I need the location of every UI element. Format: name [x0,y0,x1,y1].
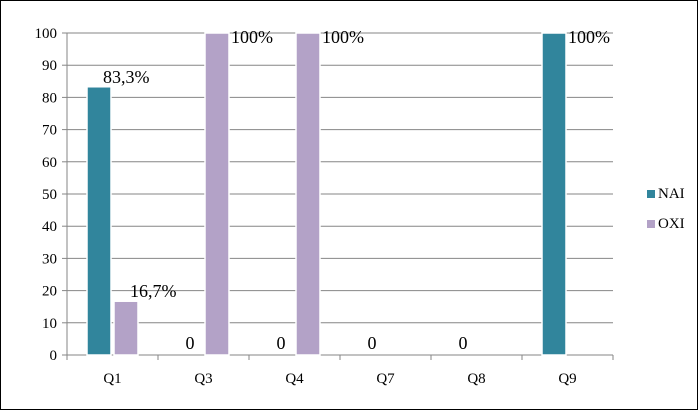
bar-oxi-q4 [295,32,321,356]
y-tick-label: 20 [42,284,57,300]
data-label-nai-q7: 0 [368,333,377,353]
x-tick-label-q8: Q8 [467,371,485,387]
x-tick-label-q4: Q4 [285,371,304,387]
legend-label-nai: NAI [658,186,685,202]
data-label-nai-q9: 100% [568,27,610,47]
x-tick-label-q3: Q3 [194,371,212,387]
y-tick-label: 40 [42,219,57,235]
y-tick-label: 10 [42,316,57,332]
bar-oxi-q3 [204,32,230,356]
y-tick-label: 60 [42,155,57,171]
data-label-nai-q1: 83,3% [103,67,150,87]
x-tick-label-q9: Q9 [558,371,576,387]
bar-nai-q1 [86,86,112,356]
x-tick-label-q7: Q7 [376,371,395,387]
y-tick-label: 70 [42,123,57,139]
data-label-nai-q8: 0 [459,333,468,353]
y-tick-label: 30 [42,251,57,267]
x-tick-label-q1: Q1 [103,371,121,387]
y-tick-label: 50 [42,187,57,203]
y-tick-label: 90 [42,58,57,74]
y-tick-label: 100 [35,26,58,42]
y-tick-label: 0 [50,348,58,364]
bar-oxi-q1 [113,300,139,356]
bar-nai-q9 [541,32,567,356]
legend-label-oxi: OXI [658,216,685,232]
legend-swatch-oxi [647,220,655,228]
data-label-nai-q4: 0 [277,333,286,353]
legend-swatch-nai [647,190,655,198]
data-label-nai-q3: 0 [186,333,195,353]
data-label-oxi-q1: 16,7% [130,281,177,301]
data-label-oxi-q4: 100% [322,27,364,47]
data-label-oxi-q3: 100% [231,27,273,47]
y-tick-label: 80 [42,90,57,106]
